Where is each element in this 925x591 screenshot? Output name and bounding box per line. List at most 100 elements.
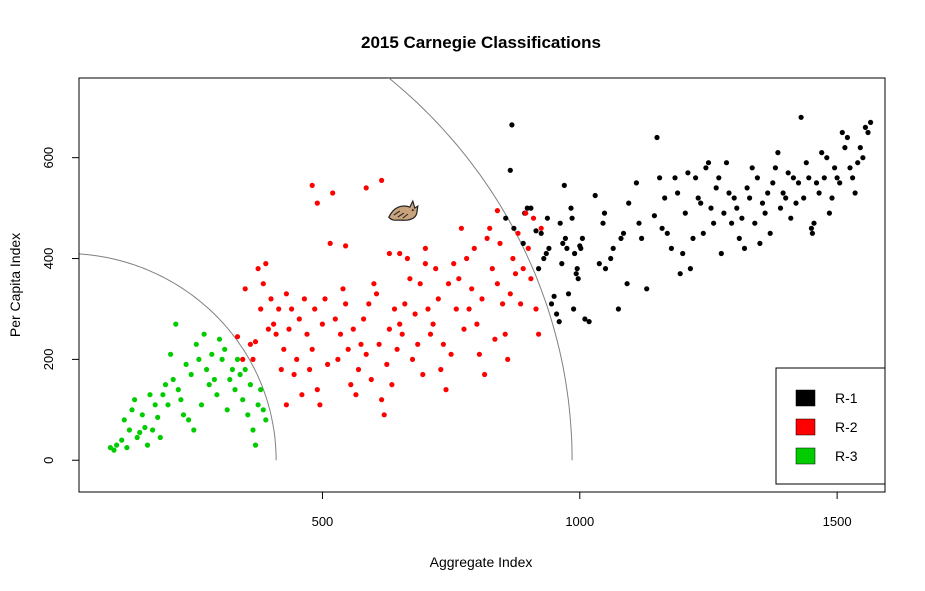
point-r-3	[201, 331, 207, 337]
point-r-3	[224, 407, 230, 413]
point-r-1	[819, 150, 825, 156]
point-r-2	[325, 361, 331, 367]
point-r-3	[232, 387, 238, 393]
point-r-2	[407, 276, 413, 282]
point-r-3	[129, 407, 135, 413]
point-r-1	[624, 281, 630, 287]
threshold-arc-1	[79, 253, 277, 461]
point-r-1	[795, 180, 802, 186]
point-r-1	[775, 150, 781, 156]
point-r-2	[312, 306, 318, 312]
point-r-1	[503, 215, 509, 221]
point-r-2	[492, 336, 498, 342]
point-r-1	[850, 175, 856, 181]
point-r-2	[281, 346, 287, 352]
point-r-1	[561, 182, 567, 188]
point-r-1	[556, 319, 562, 325]
point-r-2	[371, 281, 377, 287]
point-r-1	[762, 210, 768, 216]
point-r-2	[384, 361, 390, 367]
point-r-2	[443, 387, 449, 393]
point-r-3	[186, 417, 192, 423]
point-r-2	[530, 215, 537, 221]
x-axis-label: Aggregate Index	[430, 554, 533, 570]
point-r-1	[816, 190, 822, 196]
point-r-2	[389, 382, 395, 388]
point-r-2	[340, 286, 346, 292]
plot-frame	[78, 77, 886, 493]
point-r-2	[353, 392, 359, 398]
point-r-2	[435, 296, 441, 302]
point-r-1	[811, 220, 817, 226]
point-r-1	[520, 240, 526, 246]
point-r-2	[358, 341, 364, 347]
cat-mascot-icon	[388, 199, 419, 221]
point-r-2	[397, 321, 403, 327]
point-r-2	[255, 266, 261, 272]
point-r-3	[111, 447, 117, 453]
point-r-2	[528, 276, 534, 282]
point-r-3	[124, 445, 130, 451]
point-r-1	[538, 230, 544, 236]
point-r-3	[160, 392, 166, 398]
point-r-1	[793, 200, 799, 206]
point-r-1	[690, 235, 696, 241]
point-r-2	[276, 306, 282, 312]
point-r-1	[554, 311, 560, 317]
point-r-2	[296, 316, 302, 322]
point-r-1	[708, 205, 714, 211]
point-r-3	[229, 366, 235, 373]
point-r-3	[216, 336, 223, 342]
y-tick-label: 0	[41, 457, 56, 464]
point-r-1	[788, 215, 794, 221]
arc-layer	[79, 78, 573, 461]
point-r-1	[687, 266, 694, 272]
y-axis-label: Per Capita Index	[7, 233, 23, 337]
point-r-2	[330, 190, 336, 196]
point-r-3	[162, 382, 169, 388]
point-r-3	[178, 397, 184, 403]
point-r-2	[425, 306, 431, 312]
point-r-2	[525, 245, 531, 251]
point-r-1	[568, 205, 574, 211]
point-r-1	[626, 200, 632, 206]
point-r-2	[337, 331, 344, 337]
point-r-1	[744, 185, 750, 191]
point-r-3	[173, 321, 179, 327]
point-r-2	[271, 321, 277, 327]
point-r-3	[157, 434, 163, 441]
point-r-3	[188, 371, 194, 378]
point-r-1	[739, 215, 745, 221]
point-r-3	[260, 407, 266, 413]
point-r-1	[785, 170, 791, 176]
point-r-1	[855, 160, 861, 166]
point-r-2	[348, 382, 354, 388]
point-r-1	[548, 301, 555, 307]
point-r-1	[680, 250, 686, 257]
point-r-3	[250, 427, 256, 433]
point-r-2	[497, 240, 503, 246]
point-r-1	[574, 266, 580, 272]
point-r-1	[601, 210, 608, 216]
point-r-1	[770, 180, 776, 186]
point-r-2	[386, 250, 392, 257]
point-r-2	[304, 331, 310, 337]
point-r-2	[240, 356, 246, 362]
point-r-1	[860, 155, 866, 161]
point-r-1	[528, 205, 534, 211]
point-r-2	[484, 235, 490, 241]
point-r-1	[741, 245, 748, 251]
x-tick-label: 1500	[823, 514, 852, 529]
point-r-2	[476, 351, 482, 357]
point-r-1	[620, 230, 627, 236]
point-r-3	[170, 376, 176, 383]
point-r-3	[142, 424, 148, 431]
point-r-1	[572, 250, 578, 257]
point-r-2	[404, 255, 410, 262]
y-axis: 0 200 400 600	[41, 147, 80, 464]
point-r-2	[265, 326, 271, 332]
point-r-2	[502, 331, 508, 337]
point-r-1	[636, 220, 642, 226]
point-r-2	[399, 331, 405, 337]
point-r-1	[551, 293, 557, 299]
